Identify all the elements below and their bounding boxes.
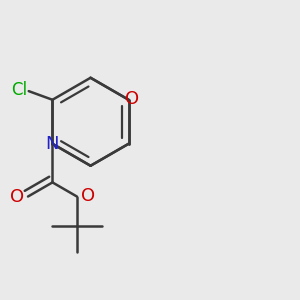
Text: O: O <box>125 90 139 108</box>
Text: O: O <box>81 187 95 205</box>
Text: Cl: Cl <box>11 81 27 99</box>
Text: O: O <box>10 188 24 206</box>
Text: N: N <box>46 135 59 153</box>
